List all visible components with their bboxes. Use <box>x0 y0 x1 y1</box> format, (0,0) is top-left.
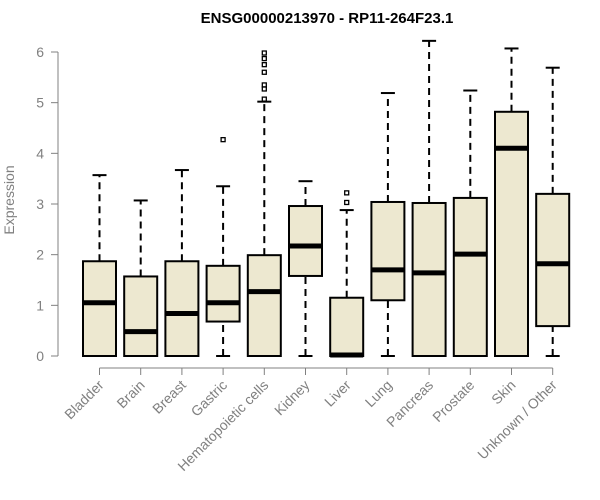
box-9 <box>452 89 488 357</box>
y-axis-label: Expression <box>1 165 17 234</box>
outlier-4-5 <box>261 55 267 62</box>
box-rect-1 <box>123 275 159 358</box>
y-tick-label-4: 4 <box>36 145 44 161</box>
box-rect-2 <box>164 260 200 357</box>
y-tick-label-0: 0 <box>36 348 44 364</box>
box-10 <box>494 47 529 357</box>
box-rect-4 <box>246 254 282 358</box>
outlier-4-3 <box>261 69 267 75</box>
box-rect-3 <box>205 264 241 323</box>
box-8 <box>411 39 447 357</box>
x-tick-label-6: Liver <box>321 377 354 410</box>
x-tick-label-9: Prostate <box>429 377 477 425</box>
y-tick-label-5: 5 <box>36 95 44 111</box>
y-tick-label-1: 1 <box>36 297 44 313</box>
box-4 <box>246 50 282 358</box>
box-11 <box>535 66 571 357</box>
box-0 <box>82 174 117 357</box>
box-rect-10 <box>494 110 529 357</box>
x-tick-label-0: Bladder <box>61 377 107 423</box>
x-tick-label-5: Kidney <box>271 377 313 419</box>
outlier-3-0 <box>220 137 226 143</box>
outlier-4-1 <box>261 86 267 92</box>
outlier-6-1 <box>344 190 350 196</box>
box-rect-0 <box>82 260 117 357</box>
chart-title: ENSG00000213970 - RP11-264F23.1 <box>201 10 454 27</box>
box-rect-6 <box>329 296 365 358</box>
y-axis: 0 1 2 3 4 5 6 <box>36 44 59 364</box>
x-tick-label-7: Lung <box>362 377 395 410</box>
y-tick-label-2: 2 <box>36 247 44 263</box>
outlier-4-4 <box>261 62 267 68</box>
y-tick-label-6: 6 <box>36 44 44 60</box>
box-5 <box>288 180 323 357</box>
y-tick-label-3: 3 <box>36 196 44 212</box>
box-rect-5 <box>288 205 323 277</box>
box-1 <box>123 199 159 358</box>
x-tick-label-1: Brain <box>113 377 147 411</box>
x-tick-label-2: Breast <box>149 377 189 417</box>
box-7 <box>370 92 406 357</box>
box-rect-8 <box>411 201 447 357</box>
outlier-4-6 <box>261 50 267 56</box>
box-6 <box>329 190 365 358</box>
outlier-4-0 <box>261 96 267 102</box>
x-tick-label-10: Skin <box>488 377 519 408</box>
box-rect-9 <box>452 196 488 357</box>
box-rect-11 <box>535 192 571 328</box>
outlier-4-2 <box>261 82 267 88</box>
plot-area <box>82 39 571 358</box>
box-2 <box>164 169 200 357</box>
box-rect-7 <box>370 200 406 302</box>
outlier-6-0 <box>344 199 350 206</box>
box-3 <box>205 137 241 357</box>
